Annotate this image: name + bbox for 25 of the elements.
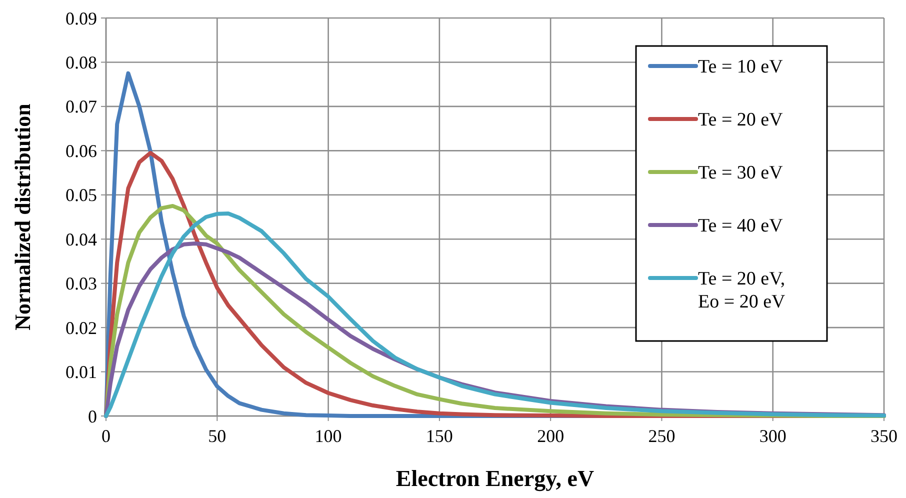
x-tick-label: 250 (648, 426, 676, 446)
y-axis-title: Normalized distribution (10, 104, 35, 330)
y-tick-label: 0.08 (66, 52, 97, 73)
x-tick-label: 100 (314, 426, 342, 446)
x-tick-label: 150 (426, 426, 453, 446)
y-tick-label: 0.05 (66, 185, 97, 206)
x-tick-label: 0 (102, 426, 110, 446)
y-tick-label: 0.02 (66, 318, 97, 338)
y-tick-label: 0.04 (66, 229, 97, 250)
y-tick-label: 0 (88, 406, 97, 426)
y-tick-label: 0.03 (66, 274, 97, 294)
x-tick-label: 350 (870, 426, 898, 446)
legend-label: Te = 40 eV (698, 216, 784, 237)
x-axis-title: Electron Energy, eV (396, 466, 595, 492)
y-tick-label: 0.09 (66, 8, 97, 28)
y-tick-label: 0.06 (66, 140, 97, 161)
legend-label: Te = 30 eV (698, 162, 784, 184)
legend-label: Te = 10 eV (698, 56, 784, 78)
legend-label: Te = 20 eV, Eo = 20 eV (698, 268, 786, 312)
legend-label: Te = 20 eV (698, 110, 784, 131)
x-tick-label: 50 (208, 426, 226, 446)
x-tick-label: 200 (537, 426, 564, 446)
x-tick-label: 300 (759, 426, 786, 446)
y-tick-label: 0.07 (66, 96, 97, 117)
y-tick-label: 0.01 (66, 362, 97, 382)
